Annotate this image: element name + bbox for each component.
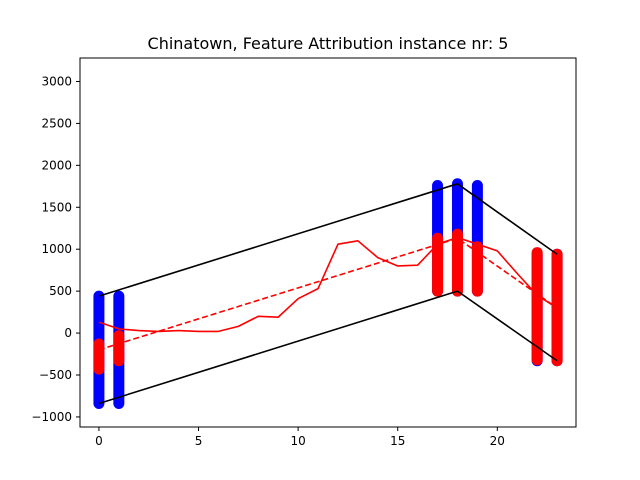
y-axis: −1000 −500 0 500 1000 1500 2000 2500 3000	[31, 74, 80, 424]
y-tick-label: 1500	[41, 200, 72, 214]
x-tick-label: 20	[490, 434, 505, 448]
series-line-0	[98, 236, 558, 333]
y-tick-label: 2500	[41, 116, 72, 130]
x-tick-label: 10	[290, 434, 305, 448]
x-tick-label: 5	[195, 434, 203, 448]
y-tick-label: 0	[64, 326, 72, 340]
axes-frame	[79, 57, 577, 428]
y-tick-label: 2000	[41, 158, 72, 172]
y-tick-label: −1000	[31, 410, 72, 424]
y-tick-label: 3000	[41, 74, 72, 88]
y-tick-label: −500	[39, 368, 72, 382]
x-axis: 0 5 10 15 20	[95, 427, 505, 448]
y-tick-label: 500	[49, 284, 72, 298]
series-line-2	[98, 183, 558, 297]
plot-area	[93, 178, 563, 410]
chart-title: Chinatown, Feature Attribution instance …	[148, 34, 509, 53]
series-line-3	[98, 290, 558, 405]
x-tick-label: 15	[390, 434, 405, 448]
x-tick-label: 0	[95, 434, 103, 448]
y-tick-label: 1000	[41, 242, 72, 256]
dashed-series-line	[98, 237, 558, 351]
